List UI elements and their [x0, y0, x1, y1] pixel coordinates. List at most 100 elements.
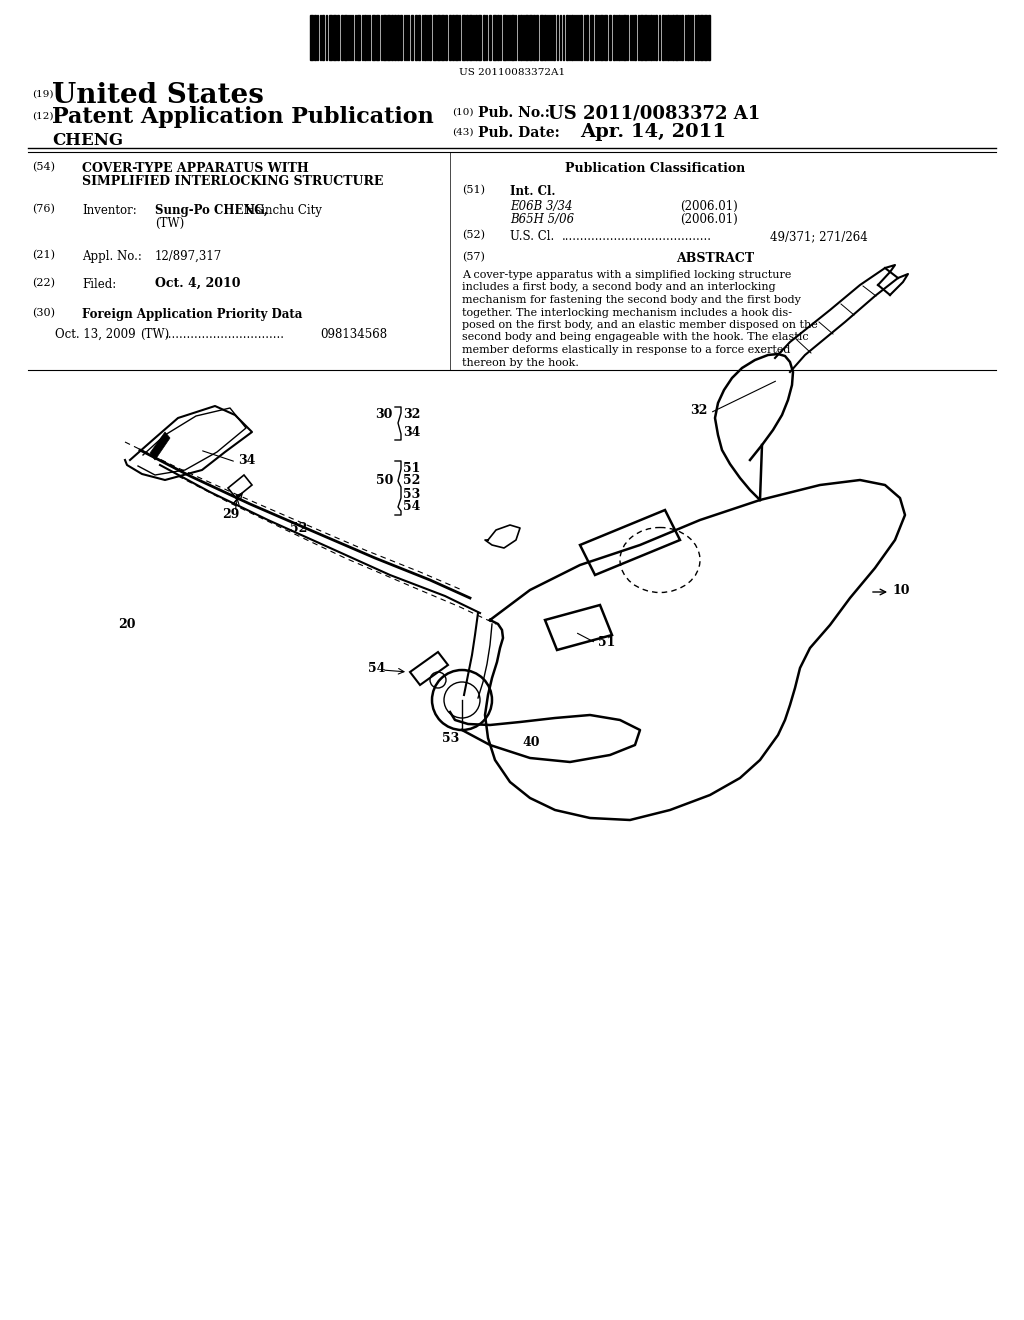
Text: posed on the first body, and an elastic member disposed on the: posed on the first body, and an elastic …	[462, 319, 818, 330]
Text: 54: 54	[368, 661, 385, 675]
Bar	[400, 15, 402, 59]
Bar	[411, 15, 413, 59]
Bar	[489, 15, 490, 59]
Bar	[650, 15, 652, 59]
Text: 53: 53	[442, 731, 459, 744]
Text: (12): (12)	[32, 112, 53, 121]
Text: 52: 52	[403, 474, 421, 487]
Text: Sung-Po CHENG,: Sung-Po CHENG,	[155, 205, 268, 216]
Bar	[529, 15, 532, 59]
Bar	[364, 15, 366, 59]
Text: mechanism for fastening the second body and the first body: mechanism for fastening the second body …	[462, 294, 801, 305]
Text: 51: 51	[598, 635, 615, 648]
Text: 53: 53	[403, 487, 420, 500]
Bar	[341, 15, 343, 59]
Bar	[497, 15, 499, 59]
Bar	[623, 15, 626, 59]
Bar	[344, 15, 347, 59]
Bar	[536, 15, 538, 59]
Bar	[391, 15, 393, 59]
Bar	[329, 15, 332, 59]
Bar	[455, 15, 458, 59]
Text: COVER-TYPE APPARATUS WITH: COVER-TYPE APPARATUS WITH	[82, 162, 309, 176]
Text: US 20110083372A1: US 20110083372A1	[459, 69, 565, 77]
Bar	[429, 15, 431, 59]
Bar	[445, 15, 447, 59]
Text: US 2011/0083372 A1: US 2011/0083372 A1	[548, 104, 760, 121]
Bar	[387, 15, 390, 59]
Text: (21): (21)	[32, 249, 55, 260]
Text: CHENG: CHENG	[52, 132, 123, 149]
Text: (43): (43)	[452, 128, 473, 137]
Text: 40: 40	[522, 735, 540, 748]
Text: B65H 5/06: B65H 5/06	[510, 213, 574, 226]
Text: A cover-type apparatus with a simplified locking structure: A cover-type apparatus with a simplified…	[462, 271, 792, 280]
Polygon shape	[150, 432, 170, 459]
Text: (54): (54)	[32, 162, 55, 173]
Bar	[566, 15, 568, 59]
Bar	[667, 15, 669, 59]
Bar	[503, 15, 506, 59]
Text: (2006.01): (2006.01)	[680, 213, 737, 226]
Text: 52: 52	[290, 521, 307, 535]
Text: Appl. No.:: Appl. No.:	[82, 249, 142, 263]
Text: 50: 50	[376, 474, 393, 487]
Text: Inventor:: Inventor:	[82, 205, 137, 216]
Bar	[452, 15, 454, 59]
Bar	[322, 15, 324, 59]
Bar	[571, 15, 573, 59]
Bar	[640, 15, 643, 59]
Bar	[697, 15, 699, 59]
Bar	[700, 15, 703, 59]
Bar	[441, 15, 444, 59]
Text: SIMPLIFIED INTERLOCKING STRUCTURE: SIMPLIFIED INTERLOCKING STRUCTURE	[82, 176, 383, 187]
Text: thereon by the hook.: thereon by the hook.	[462, 358, 579, 367]
Bar	[466, 15, 468, 59]
Bar	[534, 15, 535, 59]
Text: Filed:: Filed:	[82, 279, 117, 290]
Bar	[520, 15, 522, 59]
Bar	[544, 15, 546, 59]
Bar	[600, 15, 603, 59]
Bar	[314, 15, 316, 59]
Text: (2006.01): (2006.01)	[680, 201, 737, 213]
Text: (57): (57)	[462, 252, 485, 263]
Bar	[433, 15, 436, 59]
Text: 098134568: 098134568	[319, 327, 387, 341]
Text: (19): (19)	[32, 90, 53, 99]
Bar	[376, 15, 379, 59]
Text: Hsinchu City: Hsinchu City	[245, 205, 322, 216]
Bar	[634, 15, 636, 59]
Text: (51): (51)	[462, 185, 485, 195]
Bar	[418, 15, 420, 59]
Bar	[644, 15, 647, 59]
Bar	[478, 15, 481, 59]
Bar	[475, 15, 477, 59]
Text: second body and being engageable with the hook. The elastic: second body and being engageable with th…	[462, 333, 809, 342]
Text: 12/897,317: 12/897,317	[155, 249, 222, 263]
Bar	[675, 15, 678, 59]
Text: ABSTRACT: ABSTRACT	[676, 252, 754, 265]
Bar	[681, 15, 683, 59]
Bar	[672, 15, 674, 59]
Text: includes a first body, a second body and an interlocking: includes a first body, a second body and…	[462, 282, 775, 293]
Bar	[383, 15, 386, 59]
Text: Oct. 4, 2010: Oct. 4, 2010	[155, 277, 241, 290]
Bar	[511, 15, 514, 59]
Bar	[357, 15, 360, 59]
Text: (10): (10)	[452, 108, 473, 117]
Text: Patent Application Publication: Patent Application Publication	[52, 106, 434, 128]
Text: (52): (52)	[462, 230, 485, 240]
Bar	[310, 15, 313, 59]
Text: United States: United States	[52, 82, 264, 110]
Bar	[595, 15, 597, 59]
Bar	[424, 15, 426, 59]
Text: E06B 3/34: E06B 3/34	[510, 201, 572, 213]
Bar	[540, 15, 543, 59]
Text: U.S. Cl.: U.S. Cl.	[510, 230, 554, 243]
Bar	[580, 15, 582, 59]
Text: Pub. Date:: Pub. Date:	[478, 125, 560, 140]
Bar	[437, 15, 440, 59]
Text: 20: 20	[118, 619, 135, 631]
Text: 54: 54	[403, 500, 421, 513]
